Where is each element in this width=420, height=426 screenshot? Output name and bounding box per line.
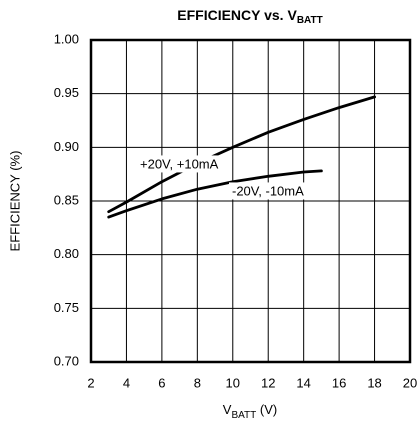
y-tick-label: 1.00	[54, 31, 79, 46]
series-label: -20V, -10mA	[232, 183, 304, 198]
x-tick-label: 6	[158, 375, 165, 390]
title-text: EFFICIENCY vs. V	[177, 7, 297, 23]
series-label: +20V, +10mA	[140, 156, 219, 171]
chart-title: EFFICIENCY vs. VBATT	[177, 7, 322, 26]
series-label-bg	[137, 155, 222, 173]
plot-frame	[89, 38, 412, 364]
series-line	[107, 95, 376, 214]
y-tick-label: 0.75	[54, 300, 79, 315]
x-tick-label: 16	[332, 375, 346, 390]
x-tick-label: 14	[296, 375, 310, 390]
x-tick-label: 12	[261, 375, 275, 390]
x-label-text: V	[223, 402, 232, 417]
y-tick-label: 0.85	[54, 192, 79, 207]
x-tick-label: 8	[194, 375, 201, 390]
x-tick-label: 2	[87, 375, 94, 390]
x-tick-label: 20	[403, 375, 417, 390]
y-tick-label: 0.70	[54, 353, 79, 368]
x-tick-label: 10	[226, 375, 240, 390]
x-axis-label: VBATT (V)	[223, 402, 277, 420]
y-tick-label: 0.80	[54, 246, 79, 261]
x-tick-label: 18	[367, 375, 381, 390]
x-tick-label: 4	[123, 375, 130, 390]
y-axis-label: EFFICIENCY (%)	[7, 151, 22, 252]
series-line	[107, 169, 323, 219]
x-label-subscript: BATT	[231, 410, 256, 421]
y-tick-label: 0.95	[54, 85, 79, 100]
x-label-suffix: (V)	[256, 402, 277, 417]
title-subscript: BATT	[297, 15, 323, 26]
y-tick-label: 0.90	[54, 139, 79, 154]
series-label-bg	[229, 182, 308, 200]
